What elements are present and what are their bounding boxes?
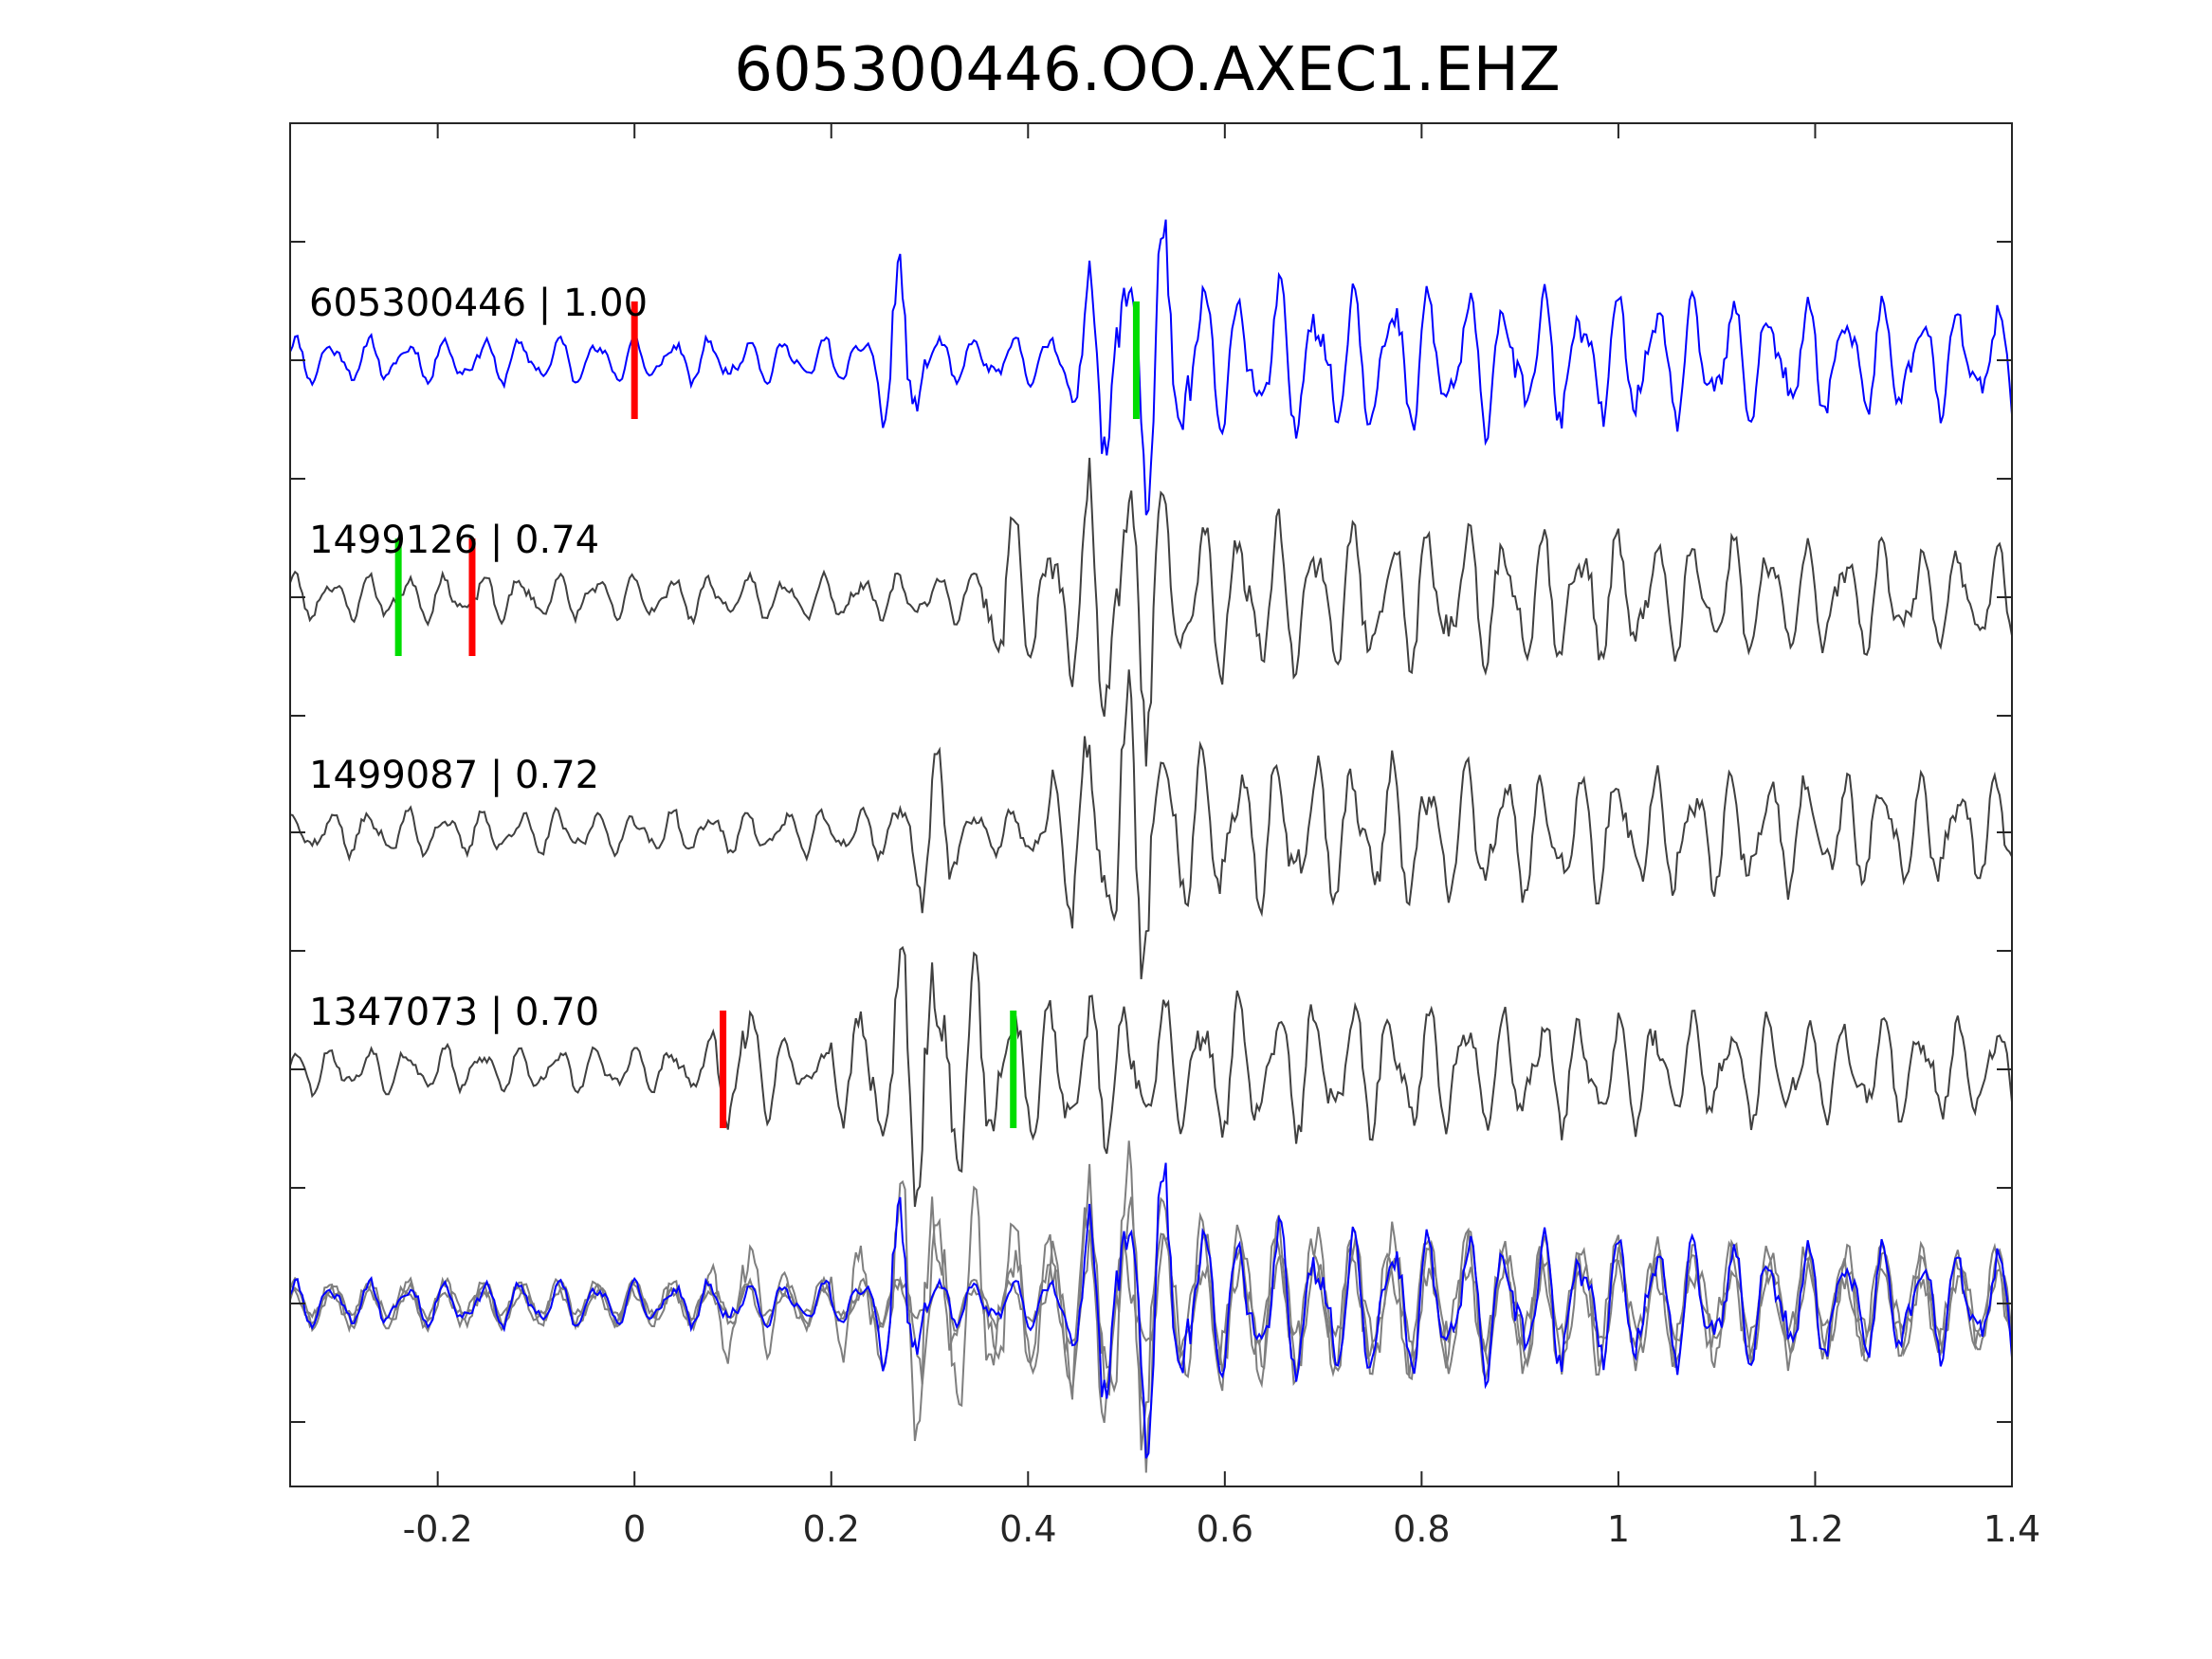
trace-label-1499126: 1499126 | 0.74 xyxy=(309,519,599,562)
x-tick-label: 0.6 xyxy=(1197,1508,1253,1550)
x-tick-label: 0.4 xyxy=(999,1508,1056,1550)
overlay-trace-605300446 xyxy=(289,1162,2013,1459)
x-tick-label: 0.2 xyxy=(803,1508,860,1550)
trace-1347073 xyxy=(289,945,2013,1208)
x-tick-label: 1 xyxy=(1607,1508,1630,1550)
x-tick-label: -0.2 xyxy=(403,1508,473,1550)
chart-title: 605300446.OO.AXEC1.EHZ xyxy=(734,35,1561,105)
traces-layer xyxy=(289,219,2013,1473)
trace-1499126 xyxy=(289,457,2013,767)
picks-layer xyxy=(394,301,1140,1128)
trace-label-1499087: 1499087 | 0.72 xyxy=(309,754,599,797)
trace-1499087 xyxy=(289,669,2013,980)
x-tick-label: 0.8 xyxy=(1393,1508,1450,1550)
trace-label-605300446: 605300446 | 1.00 xyxy=(309,282,648,325)
plot-frame xyxy=(289,122,2013,1487)
x-tick-label: 1.4 xyxy=(1983,1508,2040,1550)
trace-label-1347073: 1347073 | 0.70 xyxy=(309,991,599,1034)
overlay-trace-1499087 xyxy=(289,1140,2013,1451)
axis-ticks xyxy=(290,123,2013,1486)
trace-605300446 xyxy=(289,219,2013,516)
x-tick-label: 1.2 xyxy=(1786,1508,1843,1550)
x-tick-labels: -0.2 0 0.2 0.4 0.6 0.8 1 1.2 1.4 xyxy=(403,1508,2041,1550)
trace-labels: 605300446 | 1.00 1499126 | 0.74 1499087 | … xyxy=(309,282,648,1034)
x-tick-label: 0 xyxy=(623,1508,646,1550)
